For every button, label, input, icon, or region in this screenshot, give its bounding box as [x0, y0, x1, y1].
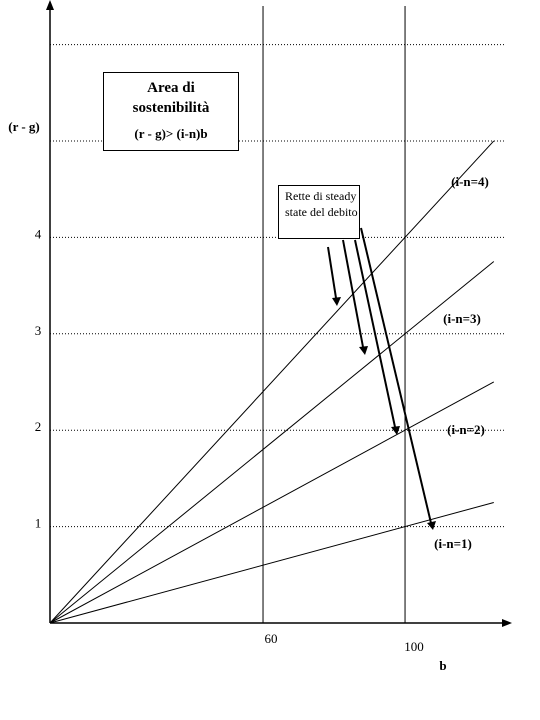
series-label: (i-n=1): [434, 536, 472, 551]
annotation-text: (r - g)> (i-n)b: [134, 126, 208, 141]
y-tick-label: 4: [35, 226, 42, 241]
arrowheads: [332, 297, 436, 530]
series-line: [49, 381, 495, 624]
series-label: (i-n=4): [451, 174, 489, 189]
y-axis-arrow: [46, 0, 54, 10]
series-line: [49, 502, 494, 624]
series-line: [49, 140, 495, 624]
y-tick-label: 2: [35, 419, 42, 434]
x-tick-label: 60: [265, 631, 278, 646]
y-tick-label: 1: [35, 516, 42, 531]
annotation-box: Rette di steady state del debito: [278, 185, 360, 239]
annotation-title: Area di sostenibilità: [132, 80, 210, 116]
arrows: [327, 227, 432, 524]
y-tick-label: 3: [35, 323, 42, 338]
y-axis-label: (r - g): [8, 119, 40, 134]
series-label: (i-n=3): [443, 311, 481, 326]
series-line: [49, 261, 495, 624]
annotation-box: Area di sostenibilità (r - g)> (i-n)b: [103, 72, 239, 151]
x-axis-arrow: [502, 619, 512, 627]
x-axis-label: b: [439, 658, 446, 673]
x-tick-label: 100: [404, 639, 424, 654]
series-label: (i-n=2): [447, 422, 485, 437]
